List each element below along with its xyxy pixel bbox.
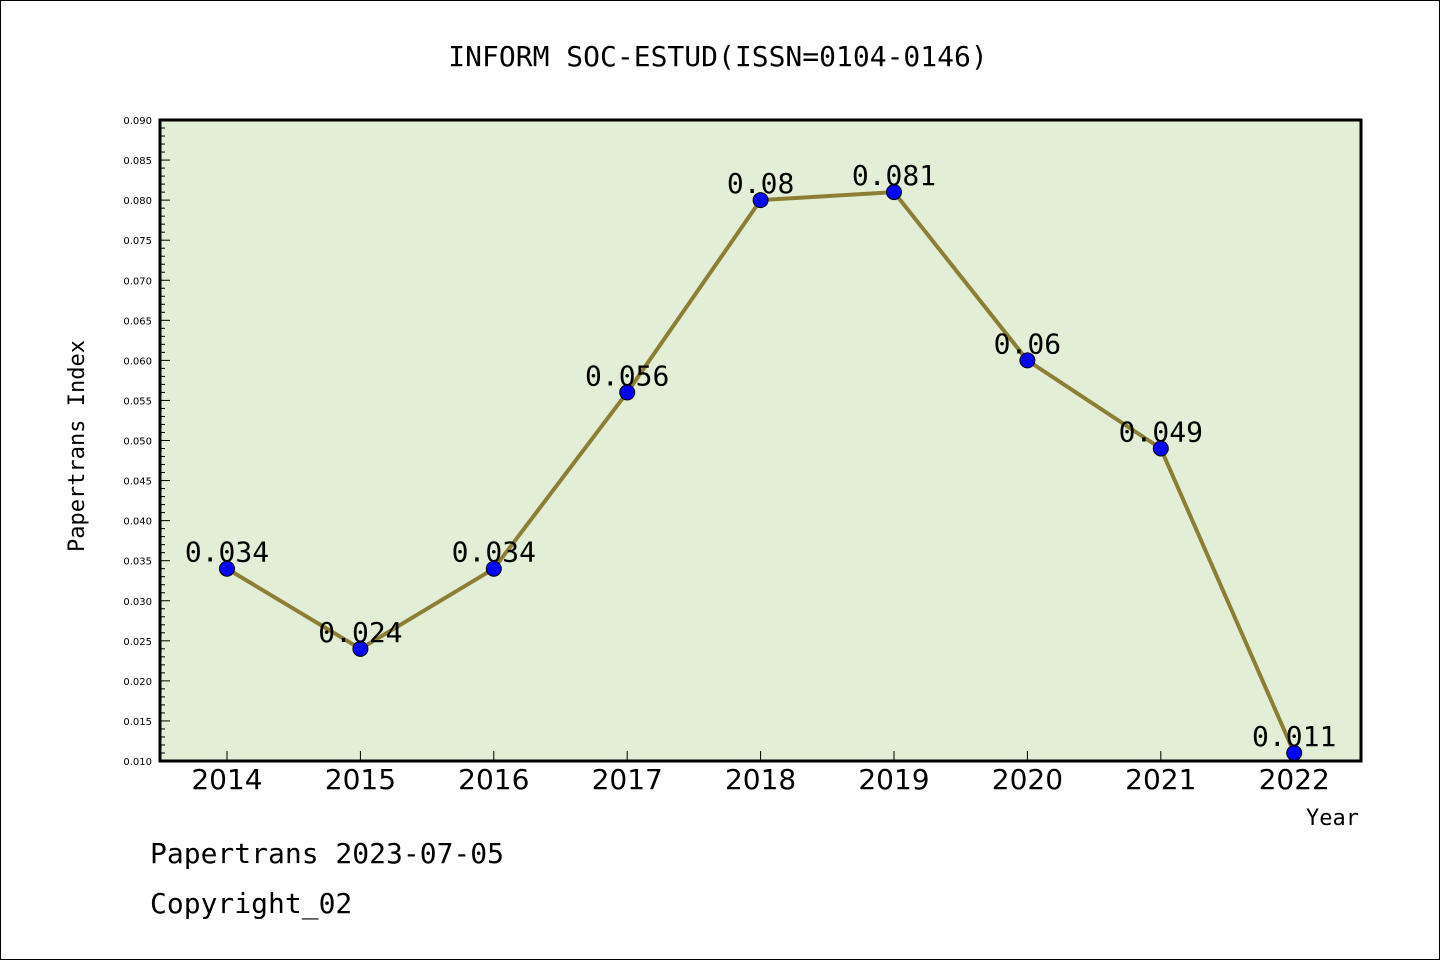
data-label: 0.06 (994, 327, 1061, 360)
data-label: 0.034 (185, 536, 269, 569)
data-point-marker (485, 560, 502, 577)
y-tick-label: 0.080 (123, 196, 152, 207)
y-tick-label: 0.025 (123, 637, 152, 648)
x-tick-label: 2021 (1125, 763, 1196, 796)
x-tick-label: 2017 (592, 763, 663, 796)
x-tick-label: 2014 (191, 763, 262, 796)
x-axis: 2014 2015 2016 2017 2018 2019 2020 2021 2022 (191, 751, 1330, 796)
x-axis-label: Year (1306, 806, 1359, 831)
data-point-marker (352, 640, 369, 657)
data-labels-group: 0.034 0.024 0.034 0.056 0.08 0.081 0.06 0.049 0.… (185, 159, 1336, 753)
plot-border (158, 118, 1363, 763)
y-tick-label: 0.060 (123, 356, 152, 367)
y-tick-label: 0.030 (123, 597, 152, 608)
data-label: 0.024 (318, 616, 402, 649)
data-label: 0.056 (585, 359, 669, 392)
chart-title: INFORM SOC-ESTUD(ISSN=0104-0146) (448, 40, 987, 73)
x-tick-label: 2016 (458, 763, 529, 796)
data-point-marker (219, 560, 235, 577)
y-tick-label: 0.075 (123, 236, 152, 247)
y-tick-label: 0.050 (123, 437, 152, 448)
data-point-marker (886, 184, 902, 201)
data-point-marker (1152, 440, 1169, 457)
data-point-marker (752, 192, 769, 209)
data-point-marker (619, 384, 636, 401)
y-tick-label: 0.015 (123, 717, 152, 728)
x-tick-label: 2020 (992, 763, 1063, 796)
y-tick-label: 0.085 (123, 156, 152, 167)
y-tick-label: 0.045 (123, 477, 152, 488)
data-label: 0.081 (852, 159, 936, 192)
y-tick-label: 0.020 (123, 677, 152, 688)
data-label: 0.08 (727, 167, 794, 200)
y-axis-label: Papertrans Index (65, 340, 90, 552)
y-axis: 0.010 0.015 0.020 0.025 0.030 0.035 0.040 0.045… (123, 116, 170, 768)
data-point-marker (1019, 352, 1036, 369)
footer-copyright: Copyright_02 (150, 887, 352, 921)
y-tick-label: 0.070 (123, 276, 152, 287)
data-label: 0.049 (1119, 416, 1203, 449)
x-tick-label: 2015 (325, 763, 396, 796)
y-tick-label: 0.035 (123, 557, 152, 568)
x-tick-label: 2018 (725, 763, 796, 796)
y-tick-label: 0.040 (123, 517, 152, 528)
y-tick-label: 0.055 (123, 396, 152, 407)
markers-group (219, 184, 1303, 761)
data-label: 0.011 (1252, 720, 1336, 753)
x-tick-label: 2019 (858, 763, 929, 796)
y-tick-label: 0.010 (123, 757, 152, 768)
data-label: 0.034 (452, 536, 536, 569)
y-tick-label: 0.090 (123, 116, 152, 127)
x-tick-label: 2022 (1259, 763, 1330, 796)
footer-date: Papertrans 2023-07-05 (150, 837, 504, 870)
y-tick-label: 0.065 (123, 316, 152, 327)
